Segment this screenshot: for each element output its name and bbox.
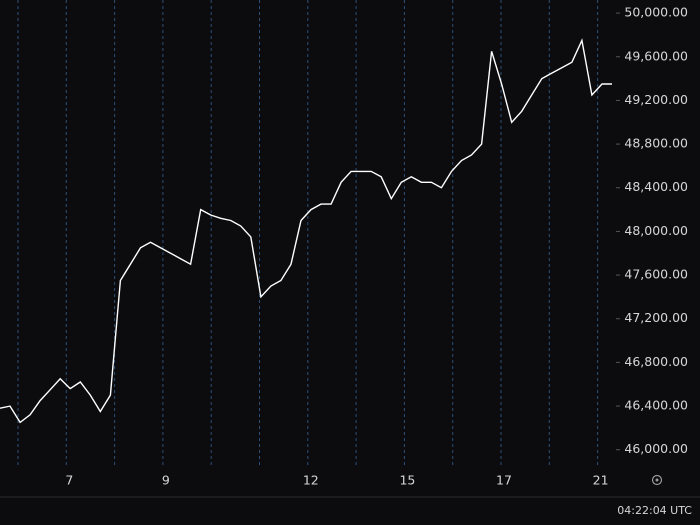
y-tick-label: 48,400.00 xyxy=(624,179,688,194)
y-tick-label: 47,600.00 xyxy=(624,267,688,282)
y-tick-label: 46,000.00 xyxy=(624,441,688,456)
y-tick-label: 46,400.00 xyxy=(624,398,688,413)
y-tick-label: 49,200.00 xyxy=(624,92,688,107)
x-tick-label: 15 xyxy=(399,473,415,488)
x-tick-label: 17 xyxy=(496,473,512,488)
x-tick-label: 12 xyxy=(303,473,319,488)
y-tick-label: 46,800.00 xyxy=(624,354,688,369)
clock: 04:22:04 UTC xyxy=(617,504,692,517)
y-tick-label: 47,200.00 xyxy=(624,310,688,325)
x-tick-label: 7 xyxy=(65,473,73,488)
y-tick-label: 48,800.00 xyxy=(624,136,688,151)
y-tick-label: 48,000.00 xyxy=(624,223,688,238)
y-tick-label: 50,000.00 xyxy=(624,5,688,20)
price-line xyxy=(0,38,612,424)
settings-icon[interactable] xyxy=(651,474,663,486)
x-tick-label: 9 xyxy=(162,473,170,488)
x-tick-label: 21 xyxy=(593,473,609,488)
y-tick-label: 49,600.00 xyxy=(624,48,688,63)
